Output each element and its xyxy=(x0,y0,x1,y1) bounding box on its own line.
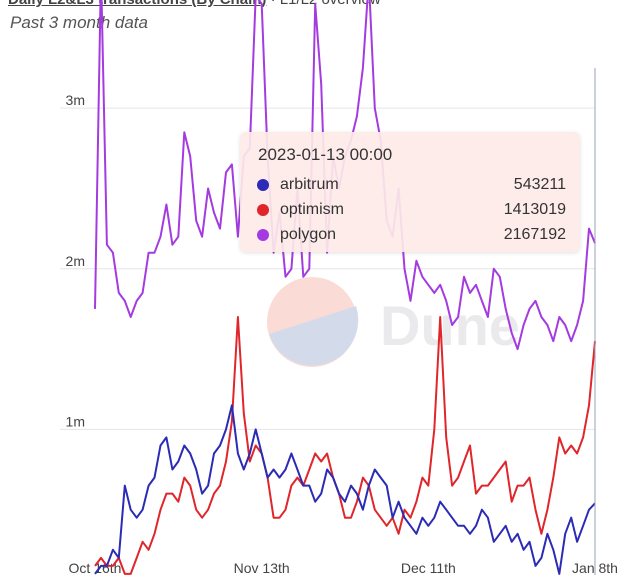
chart-subtitle: Past 3 month data xyxy=(10,13,148,32)
y-tick-label: 3m xyxy=(66,92,85,108)
tooltip-series-value: 543211 xyxy=(513,176,566,193)
y-tick-label: 1m xyxy=(66,413,85,429)
chart-title-link[interactable]: Daily L2&L3 transactions (By Chain) xyxy=(8,0,266,8)
chart-title: Daily L2&L3 transactions (By Chain) · L1… xyxy=(8,0,628,9)
hover-tooltip: 2023-01-13 00:00 arbitrum 543211 optimis… xyxy=(240,132,580,252)
polygon-dot-icon xyxy=(257,229,269,241)
dune-logo-segment xyxy=(269,306,359,366)
x-tick-label: Dec 11th xyxy=(401,560,456,576)
series-lines xyxy=(94,0,596,575)
chart-title-rest: · L1/L2 overview xyxy=(266,0,381,8)
dune-watermark-text: Dune xyxy=(380,294,520,357)
tooltip-series-name: arbitrum xyxy=(280,176,339,193)
x-tick-label: Nov 13th xyxy=(234,560,290,576)
tooltip-row-polygon: polygon 2167192 xyxy=(254,226,566,246)
tooltip-title: 2023-01-13 00:00 xyxy=(258,145,393,164)
tooltip-series-name: optimism xyxy=(280,201,345,218)
tooltip-row-optimism: optimism 1413019 xyxy=(254,201,566,221)
gridlines xyxy=(60,107,595,430)
tooltip-series-name: polygon xyxy=(280,226,337,243)
tooltip-row-arbitrum: arbitrum 543211 xyxy=(254,176,566,196)
y-axis-labels: 1m 2m 3m xyxy=(66,92,85,429)
arbitrum-dot-icon xyxy=(257,179,269,191)
y-tick-label: 2m xyxy=(66,253,85,269)
dune-watermark: Dune xyxy=(267,277,520,367)
tooltip-series-value: 1413019 xyxy=(503,201,566,218)
series-line-optimism[interactable] xyxy=(94,316,596,575)
series-line-arbitrum[interactable] xyxy=(94,404,596,575)
tooltip-series-value: 2167192 xyxy=(503,226,566,243)
optimism-dot-icon xyxy=(257,204,269,216)
